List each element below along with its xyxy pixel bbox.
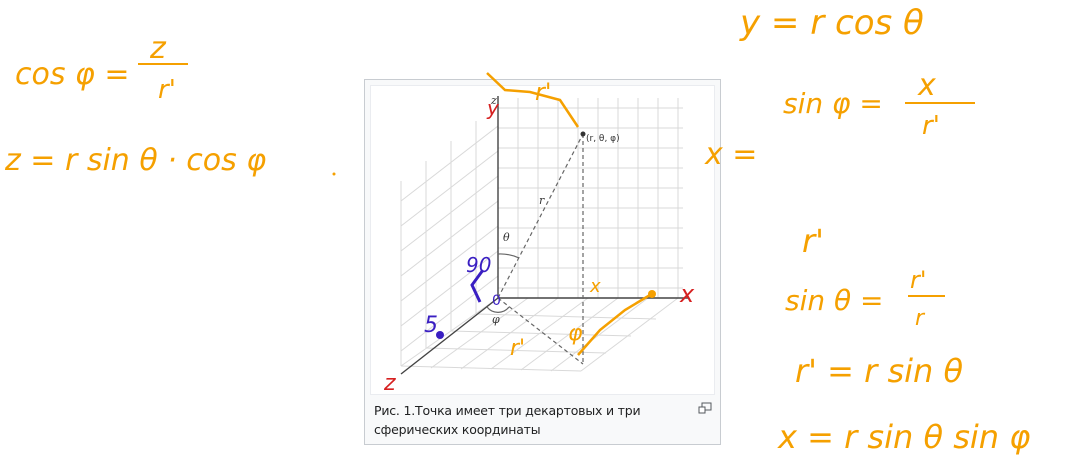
r-prime-arc-stroke	[487, 73, 578, 127]
phi-floor-label: φ	[568, 321, 583, 346]
x-small-label: x	[589, 276, 601, 297]
cos-phi-label: cos φ =	[15, 57, 129, 92]
cos-phi-numerator: z	[149, 31, 167, 66]
x-formula: x = r sin θ sin φ	[777, 418, 1030, 456]
z-axis-mark: z	[383, 371, 396, 396]
x-projection-dot	[648, 290, 656, 298]
x-projection-stroke	[578, 295, 650, 355]
y-axis-mark: y	[486, 96, 500, 120]
sin-phi-denominator: r'	[922, 111, 940, 141]
sin-phi-numerator: x	[917, 68, 936, 103]
cos-phi-denominator: r'	[158, 75, 176, 105]
five-mark: 5	[424, 313, 438, 338]
origin-mark: 0	[492, 293, 501, 309]
sin-theta-numerator: r'	[910, 266, 926, 294]
r-prime-formula: r' = r sin θ	[795, 352, 963, 390]
z-formula: z = r sin θ · cos φ	[4, 143, 266, 178]
r-prime-floor-label: r'	[510, 336, 525, 361]
r-prime-label: r'	[802, 222, 824, 260]
x-equals-label: x =	[704, 137, 757, 172]
y-formula: y = r cos θ	[739, 3, 924, 43]
sin-theta-denominator: r	[915, 306, 926, 331]
ink-dot	[333, 173, 336, 176]
r-prime-top-label: r'	[535, 78, 551, 106]
five-dot	[436, 331, 444, 339]
x-axis-mark: x	[679, 280, 695, 308]
sin-phi-label: sin φ =	[783, 87, 883, 120]
sin-theta-label: sin θ =	[785, 284, 884, 317]
